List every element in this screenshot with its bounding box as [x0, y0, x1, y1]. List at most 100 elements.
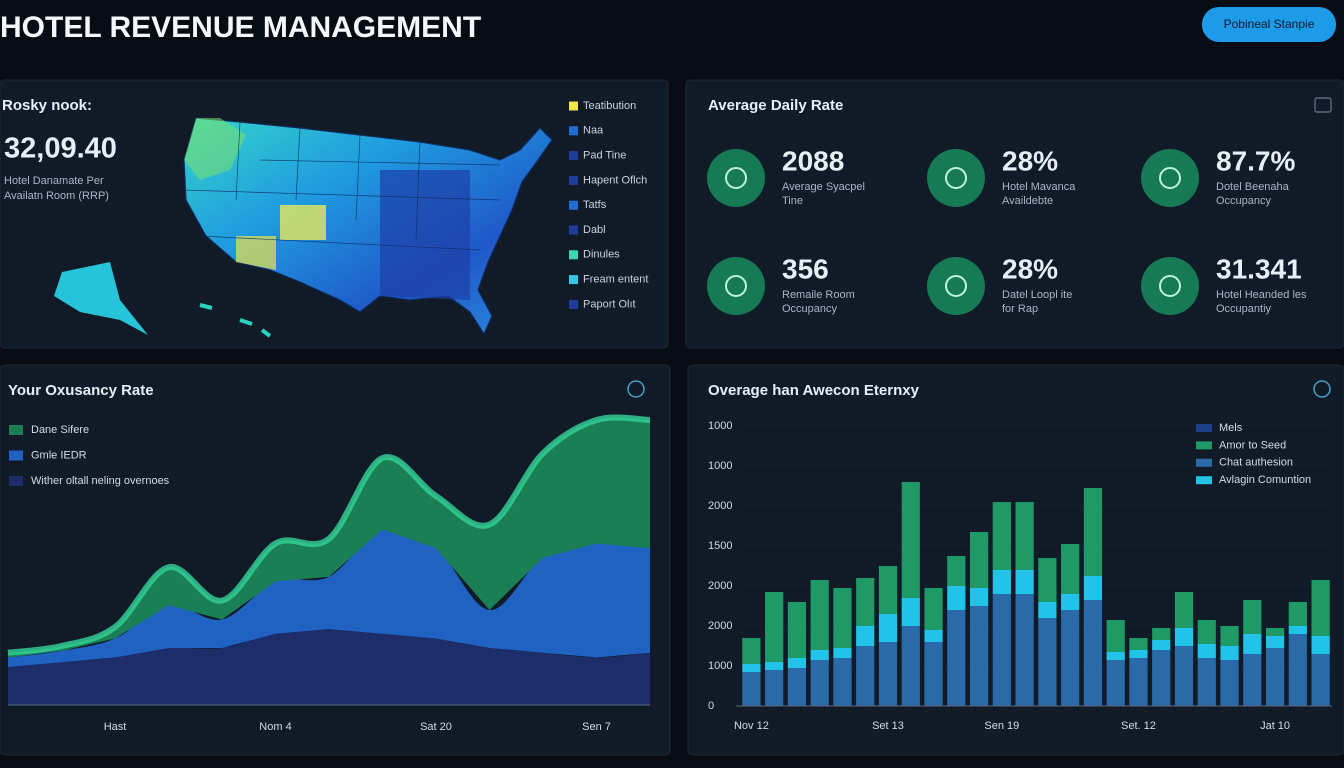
legend-label: Pad Tine: [583, 150, 626, 162]
bar-segment: [1220, 646, 1239, 660]
x-tick-label: Jat 10: [1260, 720, 1290, 732]
bar-segment: [1061, 544, 1080, 594]
bar-segment: [1015, 570, 1034, 594]
bar-segment: [810, 660, 829, 706]
bar-segment: [765, 662, 784, 670]
kpi-icon-glyph: [1159, 275, 1181, 297]
header-button-label[interactable]: Pobineal Stanpie: [1224, 17, 1315, 31]
kpi-icon: [927, 257, 985, 315]
chart-title: Your Oxusancy Rate: [8, 382, 154, 399]
x-tick-label: Sen 7: [582, 721, 611, 733]
legend-label: Chat authesion: [1219, 457, 1293, 469]
bar-segment: [1152, 650, 1171, 706]
area: [8, 417, 650, 658]
legend-label: Wither oltall neling overnoes: [31, 475, 170, 487]
bar-segment: [742, 638, 761, 664]
bar-segment: [969, 588, 989, 606]
bar-segment: [901, 626, 920, 706]
y-tick-label: 1500: [708, 540, 732, 552]
us-map: [54, 117, 553, 338]
bar-segment: [1129, 658, 1148, 706]
legend-swatch: [569, 200, 578, 210]
kpi-label: Remaile Room: [782, 289, 855, 301]
legend-swatch: [569, 275, 578, 285]
bar-segment: [1061, 610, 1080, 706]
bar-segment: [856, 578, 875, 626]
kpi-icon: [927, 149, 985, 207]
bar-segment: [1015, 502, 1034, 570]
y-tick-label: 2000: [708, 500, 732, 512]
kpi-icon-glyph: [945, 167, 967, 189]
bar-segment: [992, 502, 1011, 570]
legend-swatch: [569, 101, 578, 111]
legend-label: Paport Olıt: [583, 298, 636, 310]
legend-swatch: [569, 250, 578, 260]
bar-segment: [1220, 626, 1239, 646]
bar-segment: [1061, 594, 1080, 610]
bar-segment: [1265, 628, 1285, 636]
bar-segment: [787, 602, 807, 658]
panel-icon[interactable]: [627, 380, 645, 398]
kpi-value: 28%: [1002, 145, 1058, 176]
bar-segment: [878, 642, 898, 706]
bar-segment: [787, 658, 807, 668]
map-value: 32,09.40: [4, 133, 117, 165]
y-tick-label: 1000: [708, 660, 732, 672]
bar-segment: [742, 664, 761, 672]
kpi-icon-glyph: [1159, 167, 1181, 189]
kpi-label: Hotel Mavanca: [1002, 181, 1076, 193]
map-caption: Availatn Room (RRP): [4, 190, 109, 202]
bar-segment: [1015, 594, 1034, 706]
bar-segment: [1220, 660, 1239, 706]
bar-segment: [901, 598, 920, 626]
kpi-icon-glyph: [725, 167, 747, 189]
bar-segment: [1288, 634, 1307, 706]
bar-segment: [1083, 488, 1103, 576]
x-tick-label: Set 13: [872, 720, 904, 732]
x-tick-label: Nov 12: [734, 720, 769, 732]
legend-label: Dabl: [583, 224, 606, 236]
legend-label: Tatfs: [583, 199, 607, 211]
legend-swatch: [1196, 441, 1212, 450]
kpi-value: 87.7%: [1216, 145, 1295, 176]
legend-label: Fream entent: [583, 274, 648, 286]
bar-segment: [1288, 602, 1307, 626]
bar-segment: [901, 482, 920, 598]
bar-segment: [833, 588, 852, 648]
bar-segment: [924, 588, 943, 630]
legend-label: Dane Sifere: [31, 424, 89, 436]
kpi-icon-glyph: [945, 275, 967, 297]
bar-segment: [1152, 640, 1171, 650]
bar-segment: [924, 630, 943, 642]
bar-segment: [1106, 660, 1125, 706]
kpi-label: Availdebte: [1002, 195, 1053, 207]
bar-segment: [1243, 634, 1262, 654]
bar-segment: [947, 586, 966, 610]
bar-segment: [1129, 650, 1148, 658]
bar-segment: [1038, 558, 1057, 602]
header-button[interactable]: [1202, 7, 1336, 42]
kpi-label: Datel Loopl ite: [1002, 289, 1072, 301]
bar-segment: [1265, 636, 1285, 648]
y-tick-label: 0: [708, 700, 714, 712]
bar-segment: [947, 610, 966, 706]
kpi-label: for Rap: [1002, 303, 1038, 315]
bar-segment: [969, 532, 989, 588]
kpi-label: Average Syacpel: [782, 181, 865, 193]
bar-segment: [856, 646, 875, 706]
kpi-label: Occupantiy: [1216, 303, 1272, 315]
panel-icon[interactable]: [1313, 380, 1331, 398]
legend-swatch: [9, 450, 23, 461]
bar-segment: [856, 626, 875, 646]
bar-segment: [1197, 620, 1216, 644]
bar-segment: [924, 642, 943, 706]
area-edge: [7, 414, 651, 656]
kpi-value: 2088: [782, 145, 844, 176]
legend-swatch: [1196, 458, 1212, 467]
kpi-title: Average Daily Rate: [708, 97, 843, 114]
y-tick-label: 1000: [708, 420, 732, 432]
bar-segment: [1197, 644, 1216, 658]
panel-icon[interactable]: [1314, 97, 1332, 113]
